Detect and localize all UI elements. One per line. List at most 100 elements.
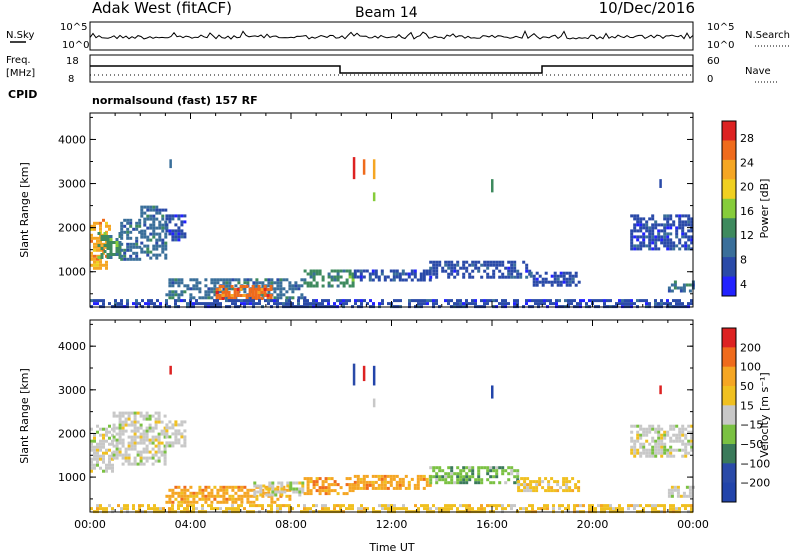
echo-cell — [377, 483, 381, 487]
echo-cell — [666, 430, 670, 434]
echo-cell — [690, 439, 694, 443]
echo-cell — [210, 500, 214, 504]
echo-cell — [525, 263, 529, 267]
echo-cell — [556, 280, 560, 284]
echo-cell — [633, 454, 637, 458]
echo-cell — [231, 485, 235, 489]
echo-cell — [111, 454, 114, 458]
echo-cell — [360, 504, 363, 508]
echo-cell — [432, 302, 435, 306]
echo-cell — [465, 478, 469, 482]
echo-cell — [651, 238, 655, 242]
echo-cell — [404, 272, 408, 276]
echo-cell — [183, 220, 187, 224]
echo-cell — [118, 241, 122, 244]
echo-cell — [429, 260, 433, 264]
echo-cell — [174, 485, 178, 489]
echo-cell — [498, 275, 502, 279]
echo-cell — [297, 302, 300, 306]
echo-cell — [654, 430, 658, 434]
echo-cell — [123, 218, 127, 222]
echo-cell — [477, 260, 481, 264]
echo-cell — [342, 299, 345, 303]
echo-cell — [353, 486, 357, 490]
echo-cell — [669, 424, 673, 428]
echo-cell — [356, 486, 360, 490]
echo-cell — [547, 489, 551, 493]
echo-cell — [177, 284, 181, 288]
echo-cell — [177, 494, 181, 498]
echo-cell — [93, 236, 96, 240]
echo-cell — [273, 296, 277, 300]
echo-cell — [416, 477, 420, 481]
echo-cell — [108, 454, 111, 458]
echo-cell — [510, 466, 514, 470]
echo-cell — [233, 291, 237, 294]
echo-cell — [648, 451, 652, 455]
echo-cell — [157, 459, 161, 463]
echo-cell — [135, 242, 139, 246]
echo-cell — [374, 474, 378, 478]
echo-cell — [639, 247, 643, 251]
echo-cell — [510, 260, 514, 264]
echo-cell — [99, 439, 102, 443]
echo-cell — [672, 220, 676, 224]
echo-cell — [106, 241, 110, 244]
echo-cell — [90, 239, 93, 243]
echo-cell — [267, 284, 271, 288]
echo-cell — [93, 436, 96, 440]
echo-cell — [651, 439, 655, 443]
echo-cell — [474, 263, 478, 267]
echo-cell — [121, 426, 125, 430]
echo-cell — [153, 302, 156, 306]
echo-cell — [359, 477, 363, 481]
echo-cell — [133, 462, 137, 466]
echo-cell — [333, 489, 337, 493]
echo-cell — [168, 488, 172, 492]
echo-cell — [456, 260, 460, 264]
echo-cell — [192, 296, 196, 300]
echo-cell — [544, 277, 548, 281]
echo-cell — [228, 278, 232, 282]
echo-cell — [435, 263, 439, 267]
echo-cell — [96, 507, 99, 511]
echo-cell — [127, 441, 131, 445]
echo-cell — [324, 299, 327, 303]
echo-cell — [471, 299, 474, 303]
echo-cell — [636, 220, 640, 224]
echo-cell — [263, 291, 267, 294]
nsearch-label: N.Search — [745, 30, 790, 41]
y-tick-label: 2000 — [58, 222, 86, 235]
echo-cell — [630, 229, 634, 233]
echo-cell — [180, 281, 184, 285]
echo-patch — [630, 214, 694, 251]
echo-cell — [198, 290, 202, 294]
echo-cell — [133, 456, 137, 460]
echo-cell — [171, 423, 175, 427]
echo-cell — [138, 245, 142, 249]
echo-cell — [140, 250, 144, 254]
echo-cell — [204, 290, 208, 294]
echo-cell — [483, 260, 487, 264]
echo-cell — [240, 494, 244, 498]
echo-cell — [189, 293, 193, 297]
echo-cell — [99, 457, 102, 461]
echo-cell — [673, 485, 677, 489]
echo-patch — [353, 269, 432, 282]
echo-cell — [690, 229, 694, 233]
echo-cell — [109, 250, 113, 253]
echo-cell — [168, 296, 172, 300]
echo-cell — [143, 220, 147, 224]
echo-cell — [231, 287, 235, 291]
echo-cell — [546, 299, 549, 303]
echo-cell — [174, 441, 178, 445]
echo-cell — [297, 284, 301, 288]
echo-cell — [498, 260, 502, 264]
echo-cell — [138, 230, 142, 234]
echo-patch — [253, 481, 305, 497]
echo-cell — [342, 504, 345, 508]
echo-cell — [96, 260, 99, 264]
echo-cell — [279, 290, 283, 294]
y-tick-label: 3000 — [58, 384, 86, 397]
echo-cell — [213, 293, 217, 297]
